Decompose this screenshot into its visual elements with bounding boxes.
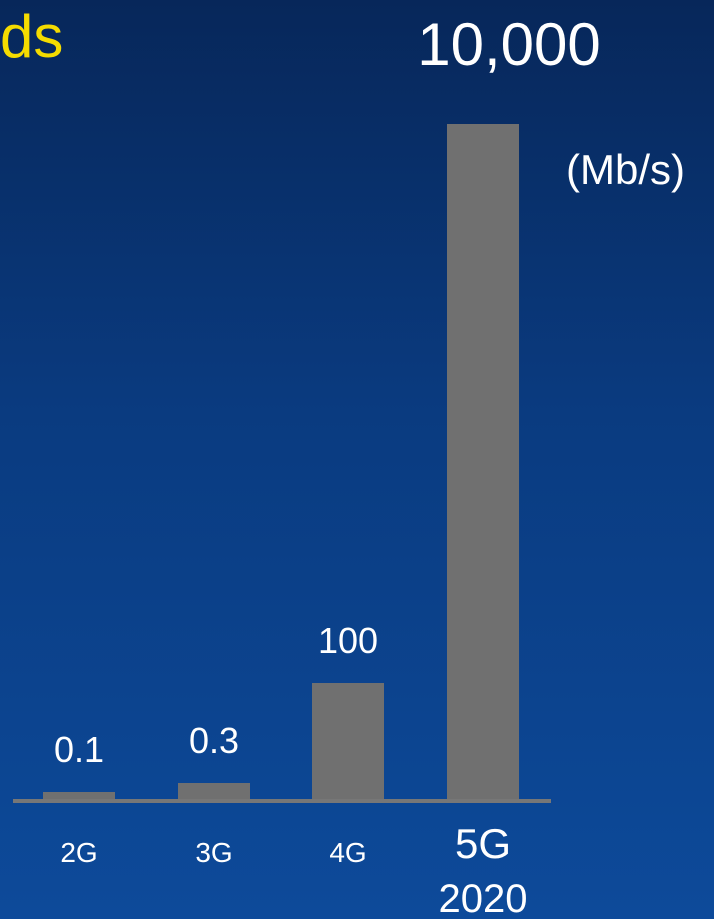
category-label-3g: 3G bbox=[195, 837, 232, 868]
category-label-2g: 2G bbox=[60, 837, 97, 868]
unit-label: (Mb/s) bbox=[566, 146, 685, 193]
labels-group: 0.1 2G 0.3 3G 100 4G 10,000 5G 2020 bbox=[54, 11, 601, 919]
data-label-2g: 0.1 bbox=[54, 729, 104, 770]
data-label-4g: 100 bbox=[318, 620, 378, 661]
category-label-4g: 4G bbox=[329, 837, 366, 868]
slide-title-fragment: ds bbox=[0, 3, 64, 70]
data-label-5g: 10,000 bbox=[417, 11, 601, 78]
bar-2g bbox=[43, 792, 115, 801]
bar-5g bbox=[447, 124, 519, 801]
category-label-5g: 5G bbox=[455, 820, 511, 867]
bar-4g bbox=[312, 683, 384, 801]
category-sublabel-5g: 2020 bbox=[439, 877, 528, 919]
bar-3g bbox=[178, 783, 250, 801]
bars-group bbox=[43, 124, 519, 801]
data-label-3g: 0.3 bbox=[189, 720, 239, 761]
